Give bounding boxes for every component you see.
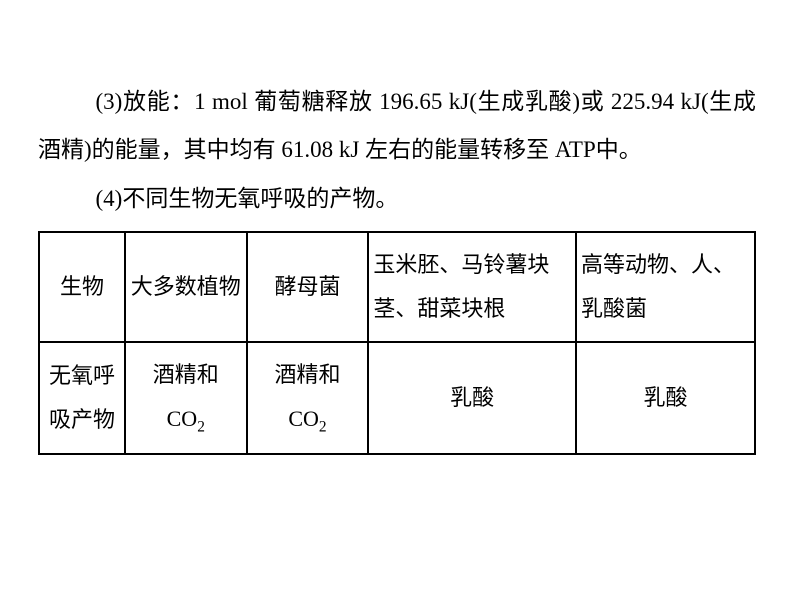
cell-lactic-2: 乳酸 bbox=[576, 342, 755, 454]
products-table-wrap: 生物 大多数植物 酵母菌 玉米胚、马铃薯块茎、甜菜块根 高等动物、人、乳酸菌 无… bbox=[38, 231, 756, 455]
table-row: 生物 大多数植物 酵母菌 玉米胚、马铃薯块茎、甜菜块根 高等动物、人、乳酸菌 bbox=[39, 232, 755, 342]
cell-chem: CO bbox=[288, 406, 319, 431]
cell-sub: 2 bbox=[197, 418, 205, 435]
header-plants: 大多数植物 bbox=[125, 232, 247, 342]
label-products: 无氧呼吸产物 bbox=[39, 342, 125, 454]
cell-text-pre: 酒精和 bbox=[274, 362, 340, 387]
header-organism: 生物 bbox=[39, 232, 125, 342]
products-table: 生物 大多数植物 酵母菌 玉米胚、马铃薯块茎、甜菜块根 高等动物、人、乳酸菌 无… bbox=[38, 231, 756, 455]
cell-sub: 2 bbox=[319, 418, 327, 435]
paragraph-4: (4)不同生物无氧呼吸的产物。 bbox=[38, 175, 756, 223]
document-content: (3)放能：1 mol 葡萄糖释放 196.65 kJ(生成乳酸)或 225.9… bbox=[0, 0, 794, 455]
header-corn-potato: 玉米胚、马铃薯块茎、甜菜块根 bbox=[368, 232, 576, 342]
table-row: 无氧呼吸产物 酒精和CO2 酒精和CO2 乳酸 乳酸 bbox=[39, 342, 755, 454]
cell-chem: CO bbox=[167, 406, 198, 431]
header-animals: 高等动物、人、乳酸菌 bbox=[576, 232, 755, 342]
header-yeast: 酵母菌 bbox=[247, 232, 369, 342]
cell-text: 高等动物、人、乳酸菌 bbox=[581, 243, 750, 331]
cell-text-pre: 酒精和 bbox=[153, 362, 219, 387]
cell-alcohol-co2-1: 酒精和 CO2 bbox=[125, 342, 247, 454]
cell-lactic-1: 乳酸 bbox=[368, 342, 576, 454]
paragraph-3: (3)放能：1 mol 葡萄糖释放 196.65 kJ(生成乳酸)或 225.9… bbox=[38, 78, 756, 175]
cell-alcohol-co2-2: 酒精和 CO2 bbox=[247, 342, 369, 454]
cell-text: 玉米胚、马铃薯块茎、甜菜块根 bbox=[373, 243, 571, 331]
